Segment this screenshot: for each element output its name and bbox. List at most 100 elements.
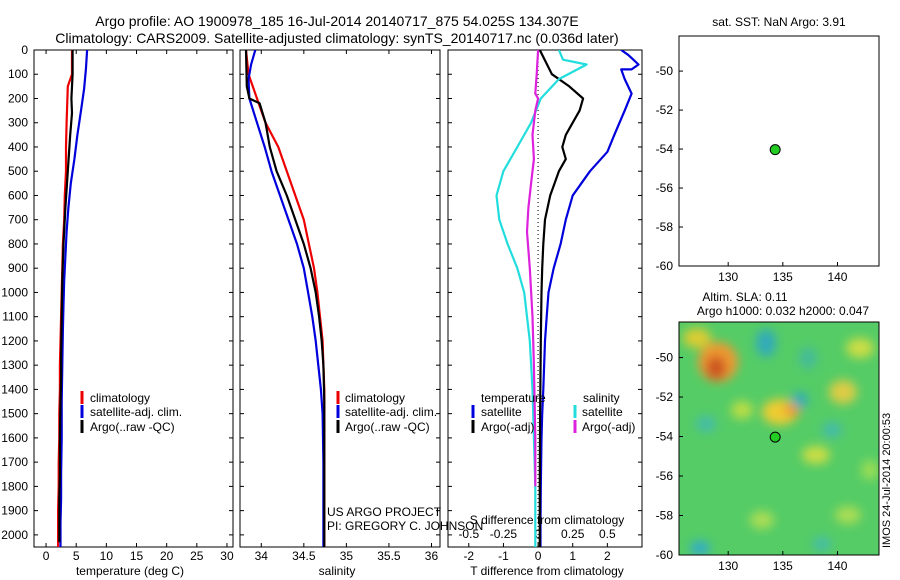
series-line-1	[59, 50, 89, 547]
x-tick-label: 35.5	[377, 549, 401, 563]
header-line-2: Climatology: CARS2009. Satellite-adjuste…	[55, 30, 618, 46]
legend-header-salinity: salinity	[583, 391, 620, 405]
sla-map-ticks: 130 135 140 -50 -52 -54 -56 -58 -60	[656, 351, 848, 573]
depth-tick-label: 1400	[1, 382, 28, 396]
depth-tick-label: 100	[8, 67, 28, 81]
y-tick-label: -60	[656, 548, 674, 562]
x-tick-label: 140	[827, 559, 847, 573]
legend-header-temperature: temperature	[481, 391, 546, 405]
credits-line-2: PI: GREGORY C. JOHNSON	[327, 519, 483, 533]
x-tick-label: 34	[255, 549, 269, 563]
sla-map-subtitle: Argo h1000: 0.032 h2000: 0.047	[697, 304, 869, 318]
salinity-x-label: salinity	[319, 564, 356, 578]
depth-tick-label: 700	[8, 213, 28, 227]
temperature-panel: 0100200300400500600700800900100011001200…	[1, 43, 642, 578]
legend-label-satellite: satellite-adj. clim.	[90, 405, 182, 419]
x-tick-label: 30	[220, 549, 234, 563]
depth-tick-label: 800	[8, 237, 28, 251]
sst-map-ticks: 130 135 140 -50 -52 -54 -56 -58 -60	[656, 64, 848, 284]
x-tick-label: -2	[463, 549, 474, 563]
y-tick-label: -58	[656, 509, 674, 523]
temperature-series	[56, 50, 89, 547]
depth-tick-label: 1700	[1, 455, 28, 469]
depth-tick-label: 500	[8, 164, 28, 178]
depth-tick-labels: 0 100 200 300 400 500 600 700 800 900 1000 1100 1200…	[1, 43, 642, 542]
y-tick-label: -54	[656, 430, 674, 444]
y-tick-label: -50	[656, 351, 674, 365]
depth-tick-label: 900	[8, 261, 28, 275]
argo-float-marker	[769, 431, 781, 443]
legend-label-argo: Argo(..raw -QC)	[90, 420, 175, 434]
depth-tick-label: 600	[8, 188, 28, 202]
x2-tick-label: 0.25	[561, 527, 585, 541]
sla-map-title: Altim. SLA: 0.11	[702, 290, 787, 304]
x-tick-label: 1	[569, 549, 576, 563]
x-tick-label: 130	[718, 270, 738, 284]
x-tick-label: 130	[718, 559, 738, 573]
depth-tick-label: 1900	[1, 504, 28, 518]
sla-map-panel: Altim. SLA: 0.11 Argo h1000: 0.032 h2000…	[656, 290, 893, 573]
legend-label-satellite: satellite-adj. clim.	[345, 405, 437, 419]
series-line-3	[525, 50, 540, 487]
series-line-2	[244, 50, 326, 547]
legend-label-climatology: climatology	[345, 391, 405, 405]
x-tick-label: 34.5	[292, 549, 316, 563]
y-tick-label: -54	[656, 142, 674, 156]
series-line-2	[58, 50, 74, 543]
legend-label-salinity-argo: Argo(-adj)	[582, 420, 635, 434]
difference-panel: -2 -1 0 1 2 -0.5 -0.25 0 0.25 0.5 temperature sa…	[447, 49, 643, 578]
salinity-axes-frame	[239, 49, 441, 548]
sla-heatmap	[679, 322, 879, 555]
temperature-x-label: temperature (deg C)	[76, 564, 184, 578]
x-tick-label: 10	[100, 549, 114, 563]
sst-map-title: sat. SST: NaN Argo: 3.91	[712, 15, 846, 29]
depth-tick-label: 1000	[1, 285, 28, 299]
x-tick-label: 20	[160, 549, 174, 563]
depth-tick-label: 2000	[1, 528, 28, 542]
x-tick-label: 15	[130, 549, 144, 563]
salinity-x-ticks: 34 34.5 35 35.5 36	[255, 50, 439, 563]
depth-tick-label: 1600	[1, 431, 28, 445]
x-tick-label: 25	[190, 549, 204, 563]
depth-tick-label: 400	[8, 140, 28, 154]
legend-label-salinity-satellite: satellite	[582, 405, 623, 419]
salinity-panel: 34 34.5 35 35.5 36 climatology satellite-adj…	[239, 49, 483, 578]
sst-map-panel: sat. SST: NaN Argo: 3.91 130 135 140 -50 -52…	[656, 15, 880, 284]
x-tick-label: 5	[73, 549, 80, 563]
x2-tick-label: 0	[535, 527, 542, 541]
salinity-legend: climatology satellite-adj. clim. Argo(..…	[336, 391, 437, 434]
series-line-1	[538, 50, 585, 547]
temperature-legend: climatology satellite-adj. clim. Argo(..…	[80, 391, 182, 434]
difference-x-ticks: -2 -1 0 1 2	[463, 543, 611, 563]
difference-x2-label: S difference from climatology	[470, 513, 625, 527]
x-tick-label: 135	[773, 270, 793, 284]
difference-axes-frame	[447, 49, 643, 548]
series-line-0	[539, 50, 640, 547]
temperature-axes-frame	[33, 49, 234, 548]
depth-tick-label: 1200	[1, 334, 28, 348]
difference-series	[495, 50, 640, 547]
legend-label-climatology: climatology	[90, 391, 150, 405]
x-tick-label: 35	[340, 549, 354, 563]
depth-tick-label: 1500	[1, 407, 28, 421]
difference-x2-ticks: -0.5 -0.25 0 0.25 0.5	[458, 527, 616, 541]
x-tick-label: 36	[425, 549, 439, 563]
argo-float-marker	[769, 144, 781, 156]
depth-tick-label: 1800	[1, 479, 28, 493]
header-line-1: Argo profile: AO 1900978_185 16-Jul-2014…	[95, 13, 578, 29]
x-tick-label: 0	[535, 549, 542, 563]
credits-line-1: US ARGO PROJECT	[327, 505, 442, 519]
legend-label-temperature-satellite: satellite	[481, 405, 522, 419]
depth-tick-label: 0	[21, 43, 28, 57]
imos-timestamp: IMOS 24-Jul-2014 20:00:53	[881, 413, 893, 548]
y-tick-label: -58	[656, 220, 674, 234]
y-tick-label: -52	[656, 103, 674, 117]
x2-tick-label: -0.5	[458, 527, 479, 541]
y-tick-label: -60	[656, 259, 674, 273]
x-tick-label: 135	[773, 559, 793, 573]
x-tick-label: 140	[827, 270, 847, 284]
legend-label-temperature-argo: Argo(-adj)	[481, 420, 534, 434]
x2-tick-label: -0.25	[490, 527, 518, 541]
salinity-series	[244, 50, 326, 547]
